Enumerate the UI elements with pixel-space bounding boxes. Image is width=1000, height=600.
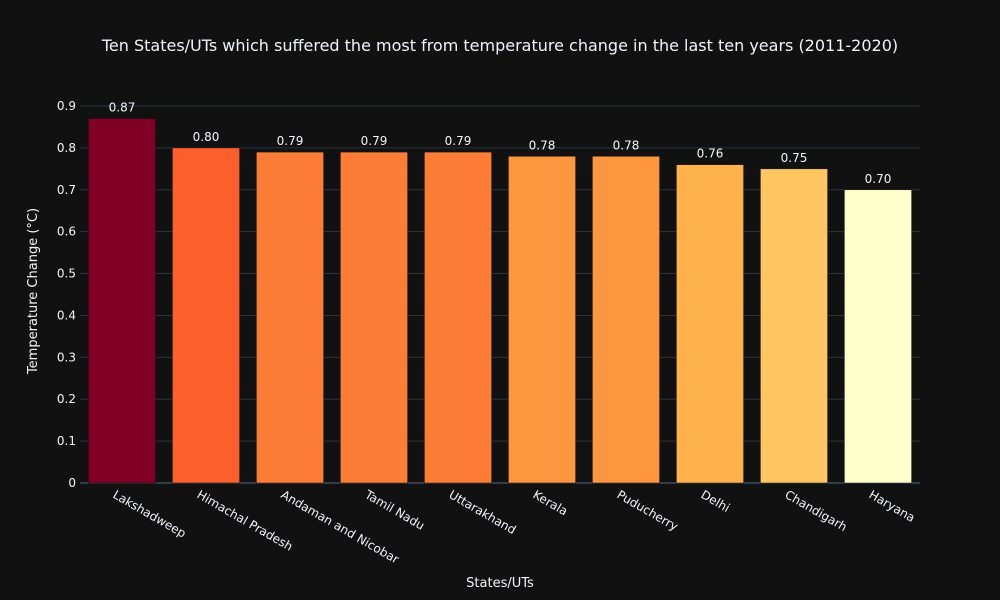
x-tick-label: Puducherry bbox=[615, 487, 681, 533]
bar-value-label: 0.79 bbox=[445, 134, 472, 148]
bar bbox=[844, 189, 912, 484]
bar bbox=[256, 151, 324, 484]
y-tick-label: 0 bbox=[68, 476, 76, 490]
y-tick-label: 0.4 bbox=[57, 308, 76, 322]
y-axis-title: Temperature Change (°C) bbox=[26, 208, 41, 375]
x-tick-label: Tamil Nadu bbox=[362, 487, 427, 533]
bar bbox=[424, 151, 492, 484]
chart-title: Ten States/UTs which suffered the most f… bbox=[101, 36, 898, 55]
x-tick-label: Delhi bbox=[699, 487, 733, 515]
bar bbox=[340, 151, 408, 484]
x-tick-label: Kerala bbox=[531, 487, 571, 518]
bar-value-label: 0.79 bbox=[361, 134, 388, 148]
y-tick-label: 0.8 bbox=[57, 141, 76, 155]
y-tick-label: 0.7 bbox=[57, 183, 76, 197]
bar-value-label: 0.79 bbox=[277, 134, 304, 148]
y-tick-label: 0.5 bbox=[57, 267, 76, 281]
bar bbox=[508, 156, 576, 484]
bar-value-label: 0.87 bbox=[109, 101, 136, 115]
bar-value-label: 0.76 bbox=[697, 147, 724, 161]
bar-value-label: 0.78 bbox=[529, 138, 556, 152]
y-axis-ticks: 0 0.1 0.2 0.3 0.4 0.5 0.6 0.7 0.8 0.9 bbox=[57, 99, 76, 490]
y-tick-label: 0.1 bbox=[57, 434, 76, 448]
x-tick-label: Haryana bbox=[867, 487, 918, 524]
bar-value-label: 0.78 bbox=[613, 138, 640, 152]
x-tick-label: Lakshadweep bbox=[111, 487, 189, 540]
bar bbox=[592, 156, 660, 484]
bar bbox=[676, 164, 744, 484]
x-axis-title: States/UTs bbox=[466, 576, 534, 591]
bar-value-label: 0.80 bbox=[193, 130, 220, 144]
bar bbox=[172, 147, 240, 484]
y-tick-label: 0.9 bbox=[57, 99, 76, 113]
y-tick-label: 0.3 bbox=[57, 350, 76, 364]
y-tick-label: 0.6 bbox=[57, 225, 76, 239]
bar bbox=[88, 118, 156, 484]
x-tick-label: Uttarakhand bbox=[447, 487, 519, 537]
bars: 0.87 0.80 0.79 0.79 0.79 0.78 0.78 0.76 0.75 0.70 bbox=[88, 101, 912, 484]
bar bbox=[760, 168, 828, 484]
bar-value-label: 0.75 bbox=[781, 151, 808, 165]
y-tick-label: 0.2 bbox=[57, 392, 76, 406]
bar-value-label: 0.70 bbox=[865, 172, 892, 186]
x-tick-label: Chandigarh bbox=[783, 487, 850, 534]
